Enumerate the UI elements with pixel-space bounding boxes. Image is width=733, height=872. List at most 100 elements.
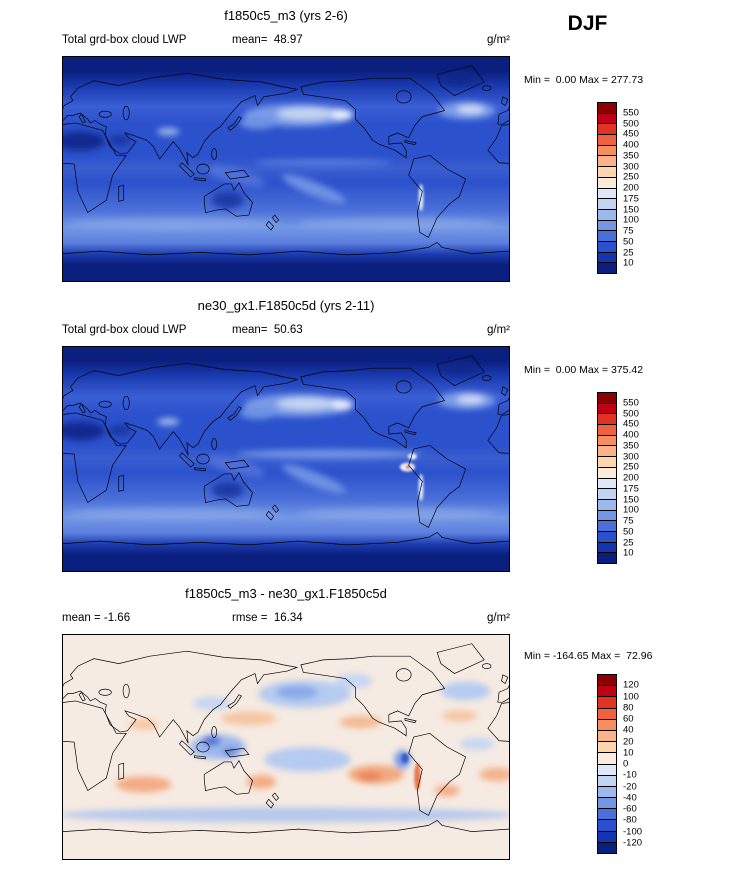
colorbar-tick-label: 50	[623, 236, 634, 248]
colorbar-tick-label: 400	[623, 139, 639, 151]
colorbar-tick-label: 60	[623, 713, 634, 725]
colorbar-tick-label: 175	[623, 193, 639, 205]
colorbar-segment	[598, 402, 616, 414]
colorbar-segment	[598, 830, 616, 842]
colorbar-tick-label: 40	[623, 724, 634, 736]
colorbar-tick-label: 10	[623, 747, 634, 759]
colorbar-tick-label: -60	[623, 803, 637, 815]
colorbar-scale	[597, 674, 617, 854]
colorbar-segment	[598, 752, 616, 764]
colorbar-segment	[598, 240, 616, 252]
colorbar-tick-label: -100	[623, 826, 643, 837]
colorbar-segment	[598, 166, 616, 177]
panel1-colorbar: 550 500 450 400 350 300 250 200 175 150 100 75 50 25 1…	[597, 102, 687, 274]
panel3-title: f1850c5_m3 - ne30_gx1.F1850c5d	[185, 586, 387, 601]
colorbar-segment	[598, 488, 616, 499]
colorbar-segment	[598, 509, 616, 521]
colorbar-tick-label: 500	[623, 118, 639, 129]
colorbar-tick-label: 100	[623, 504, 639, 516]
colorbar-tick-label: -80	[623, 814, 637, 826]
colorbar-segment	[598, 456, 616, 467]
colorbar-tick-labels: 120 100 80 60 40 20 10 0 -10 -20 -40 -60 -80 -100 -120	[623, 674, 683, 854]
colorbar-tick-label: 100	[623, 691, 639, 702]
colorbar-segment	[598, 219, 616, 231]
colorbar-segment	[598, 552, 616, 563]
panel-difference: f1850c5_m3 - ne30_gx1.F1850c5d mean = -1…	[0, 578, 733, 868]
colorbar-segment	[598, 155, 616, 167]
colorbar-segment	[598, 797, 616, 809]
colorbar-tick-label: -120	[623, 837, 643, 849]
colorbar-tick-label: 80	[623, 702, 634, 714]
colorbar-segment	[598, 176, 616, 188]
colorbar-tick-label: 550	[623, 397, 639, 409]
colorbar-segment	[598, 134, 616, 145]
panel2-mean-label: mean= 50.63	[232, 324, 303, 336]
colorbar-segment	[598, 774, 616, 786]
panel3-rmse-label: rmse = 16.34	[232, 612, 303, 624]
colorbar-tick-label: 25	[623, 247, 634, 258]
panel2-variable-label: Total grd-box cloud LWP	[62, 324, 187, 336]
colorbar-tick-label: 150	[623, 494, 639, 505]
colorbar-segment	[598, 187, 616, 199]
colorbar-segment	[598, 707, 616, 719]
colorbar-tick-label: 200	[623, 472, 639, 484]
colorbar-segment	[598, 123, 616, 135]
panel1-variable-label: Total grd-box cloud LWP	[62, 34, 187, 46]
colorbar-tick-label: -20	[623, 781, 637, 792]
colorbar-tick-label: 400	[623, 429, 639, 441]
colorbar-segment	[598, 841, 616, 853]
panel2-map-svg	[63, 347, 509, 571]
colorbar-tick-label: -40	[623, 792, 637, 804]
colorbar-tick-labels: 550 500 450 400 350 300 250 200 175 150 100 75 50 25 1…	[623, 102, 683, 274]
colorbar-segment	[598, 498, 616, 510]
colorbar-segment	[598, 675, 616, 686]
colorbar-segment	[598, 819, 616, 831]
colorbar-tick-label: 250	[623, 171, 639, 183]
colorbar-tick-label: 350	[623, 150, 639, 162]
colorbar-tick-label: 120	[623, 679, 639, 691]
panel3-minmax: Min = -164.65 Max = 72.96	[524, 650, 653, 662]
colorbar-segment	[598, 696, 616, 708]
colorbar-segment	[598, 112, 616, 124]
colorbar-segment	[598, 718, 616, 730]
colorbar-segment	[598, 413, 616, 425]
colorbar-tick-label: 10	[623, 547, 634, 559]
panel-model-2: ne30_gx1.F1850c5d (yrs 2-11) Total grd-b…	[0, 290, 733, 580]
colorbar-tick-label: 350	[623, 440, 639, 452]
colorbar-segment	[598, 530, 616, 542]
colorbar-scale	[597, 102, 617, 274]
panel1-mean-label: mean= 48.97	[232, 34, 303, 46]
colorbar-tick-labels: 550 500 450 400 350 300 250 200 175 150 100 75 50 25 1…	[623, 392, 683, 564]
colorbar-tick-label: 10	[623, 257, 634, 269]
colorbar-segment	[598, 445, 616, 457]
colorbar-tick-label: 100	[623, 214, 639, 226]
colorbar-scale	[597, 392, 617, 564]
panel1-minmax: Min = 0.00 Max = 277.73	[524, 74, 644, 86]
colorbar-tick-label: 75	[623, 225, 634, 237]
colorbar-segment	[598, 424, 616, 435]
colorbar-segment	[598, 144, 616, 156]
colorbar-segment	[598, 808, 616, 820]
colorbar-segment	[598, 541, 616, 553]
colorbar-segment	[598, 208, 616, 220]
panel2-minmax: Min = 0.00 Max = 375.42	[524, 364, 644, 376]
panel2-units-label: g/m²	[487, 324, 510, 336]
panel1-map-svg	[63, 57, 509, 281]
colorbar-tick-label: 0	[623, 758, 629, 770]
colorbar-tick-label: 300	[623, 161, 639, 172]
colorbar-tick-label: 500	[623, 408, 639, 419]
panel1-map	[62, 56, 510, 282]
colorbar-tick-label: 75	[623, 515, 634, 527]
colorbar-segment	[598, 230, 616, 241]
colorbar-segment	[598, 477, 616, 489]
colorbar-segment	[598, 393, 616, 403]
colorbar-segment	[598, 685, 616, 697]
colorbar-tick-label: 300	[623, 451, 639, 462]
colorbar-segment	[598, 729, 616, 742]
panel2-title: ne30_gx1.F1850c5d (yrs 2-11)	[197, 298, 375, 313]
panel3-colorbar: 120 100 80 60 40 20 10 0 -10 -20 -40 -60 -80 -100 -120	[597, 674, 687, 854]
colorbar-segment	[598, 198, 616, 209]
panel2-map	[62, 346, 510, 572]
panel1-title: f1850c5_m3 (yrs 2-6)	[224, 8, 348, 23]
